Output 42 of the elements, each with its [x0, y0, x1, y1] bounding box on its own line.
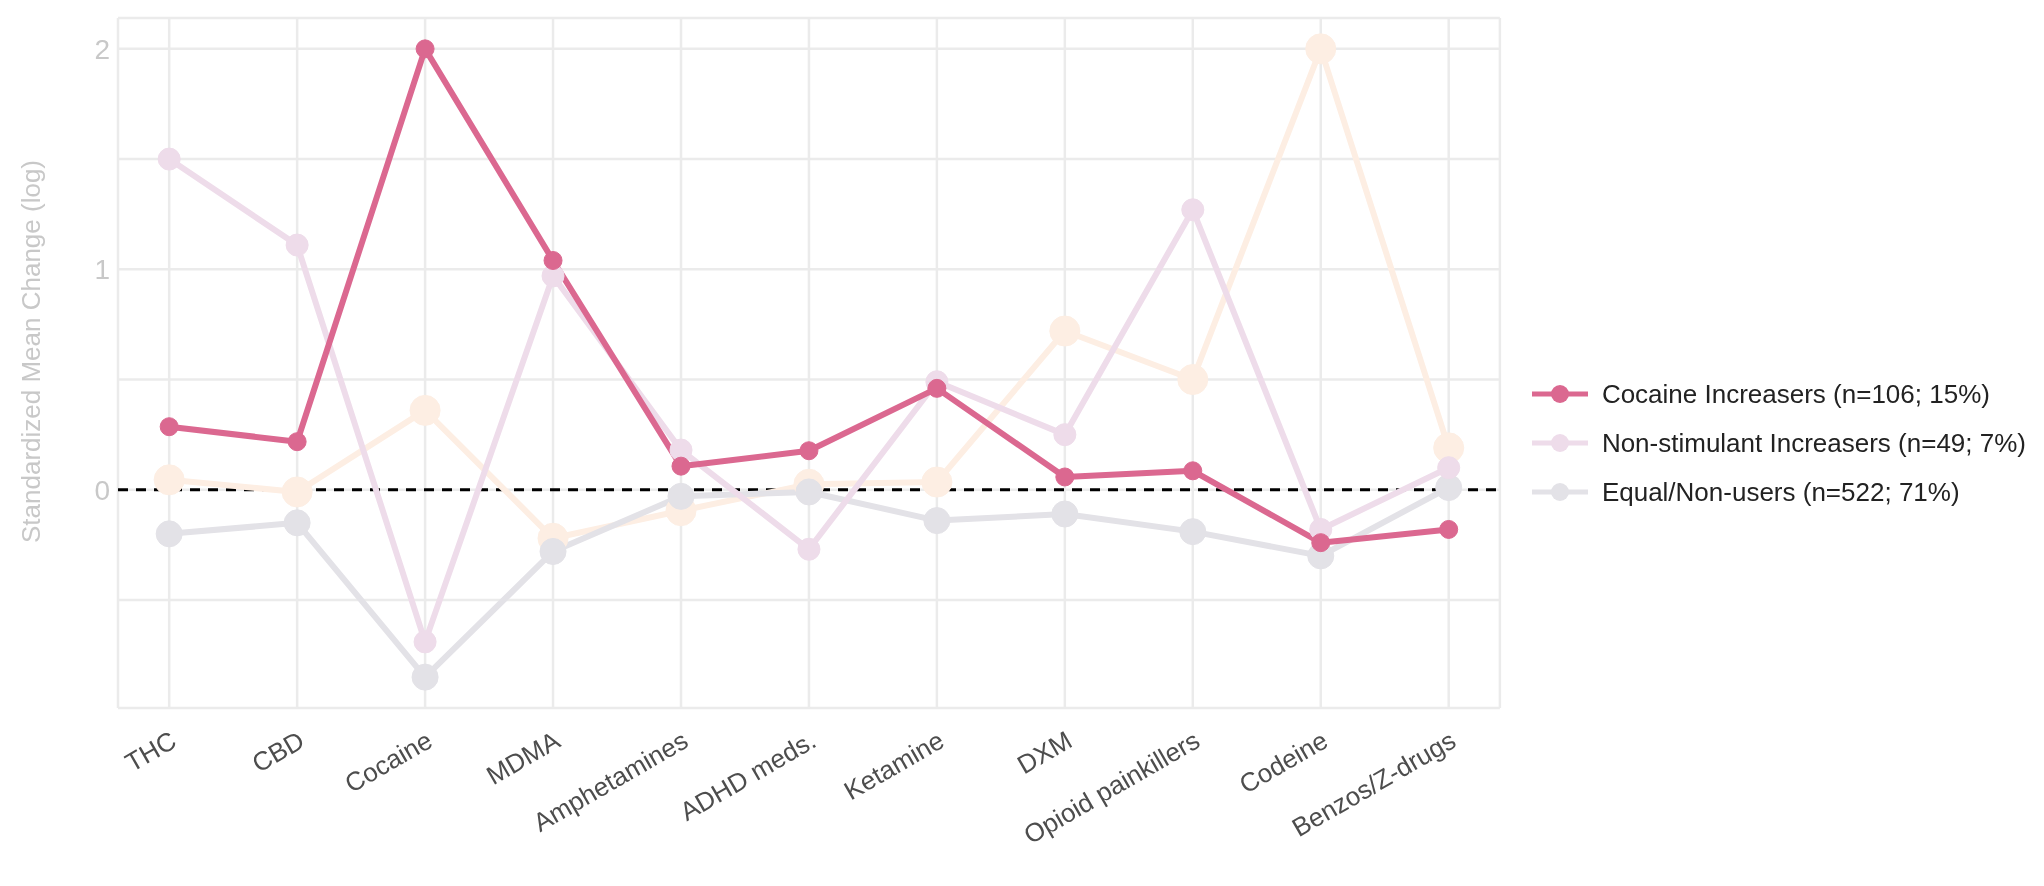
- point: [1305, 33, 1337, 65]
- point: [1439, 519, 1459, 539]
- point: [1437, 456, 1461, 480]
- point: [1311, 533, 1331, 553]
- point: [797, 537, 821, 561]
- point: [411, 663, 439, 691]
- legend-label: Cocaine Increasers (n=106; 15%): [1601, 378, 1990, 410]
- x-tick-label: CBD: [246, 724, 310, 779]
- point: [159, 417, 179, 437]
- point: [927, 378, 947, 398]
- point: [671, 456, 691, 476]
- point: [1183, 461, 1203, 481]
- point: [1049, 315, 1081, 347]
- point: [667, 482, 695, 510]
- point: [921, 466, 953, 498]
- point: [155, 520, 183, 548]
- point: [799, 441, 819, 461]
- x-tick-label: THC: [120, 724, 182, 778]
- point: [1051, 500, 1079, 528]
- point: [287, 432, 307, 452]
- point: [923, 507, 951, 535]
- point: [795, 478, 823, 506]
- point: [543, 250, 563, 270]
- point: [285, 233, 309, 257]
- point: [283, 509, 311, 537]
- x-tick-label: DXM: [1011, 724, 1077, 780]
- point: [153, 464, 185, 496]
- legend-label: Non-stimulant Increasers (n=49; 7%): [1601, 427, 2026, 459]
- point: [157, 147, 181, 171]
- point: [1435, 474, 1463, 502]
- point: [1181, 198, 1205, 222]
- point: [413, 630, 437, 654]
- point: [409, 394, 441, 426]
- point: [415, 39, 435, 59]
- legend-label: Equal/Non-users (n=522; 71%): [1601, 476, 1960, 508]
- point: [281, 476, 313, 508]
- point: [669, 438, 693, 462]
- point: [539, 537, 567, 565]
- point: [1179, 518, 1207, 546]
- point: [1055, 467, 1075, 487]
- point: [1053, 423, 1077, 447]
- point: [1177, 364, 1209, 396]
